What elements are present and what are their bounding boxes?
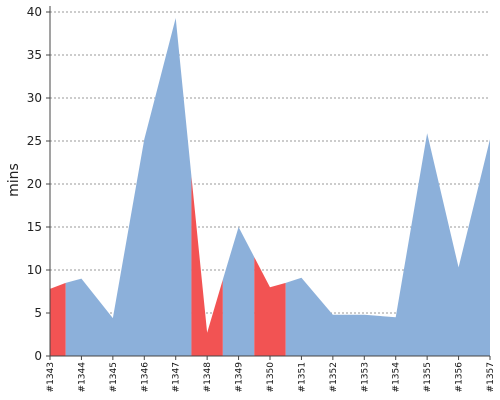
x-tick-label: #1345 [109, 362, 119, 392]
area-series [50, 18, 490, 357]
y-tick-label-15: 15 [27, 220, 42, 234]
y-tick-label-25: 25 [27, 134, 42, 148]
area-segment-failed-0 [50, 282, 66, 356]
x-tick-label: #1343 [46, 362, 56, 392]
x-tick-label: #1356 [455, 362, 465, 393]
y-tick-label-30: 30 [27, 91, 42, 105]
x-tick-label: #1348 [203, 362, 213, 393]
area-segment-normal-3 [222, 227, 255, 356]
x-tick-label: #1350 [266, 362, 276, 393]
y-tick-label-0: 0 [34, 349, 42, 363]
x-tick-label: #1344 [77, 362, 87, 393]
x-tick-label: #1357 [486, 362, 496, 392]
x-tick-label: #1352 [329, 362, 339, 392]
y-axis-title: mins [6, 163, 22, 197]
area-segment-normal-5 [285, 133, 490, 356]
x-tick-label: #1349 [235, 362, 245, 393]
x-tick-label: #1354 [392, 362, 402, 393]
y-tick-label-10: 10 [27, 263, 42, 277]
x-tick-labels: #1343 #1344 #1345 #1346 #1347 #1348 #1349 #1350… [46, 356, 496, 392]
area-segment-failed-4 [254, 257, 286, 356]
x-tick-label: #1346 [140, 362, 150, 393]
x-tick-label: #1347 [172, 362, 182, 392]
y-tick-label-5: 5 [34, 306, 42, 320]
x-tick-label: #1351 [297, 362, 307, 392]
area-segment-normal-1 [65, 18, 192, 357]
y-tick-label-20: 20 [27, 177, 42, 191]
x-tick-label: #1355 [423, 362, 433, 392]
x-tick-label: #1353 [360, 362, 370, 392]
y-tick-label-35: 35 [27, 48, 42, 62]
y-tick-label-40: 40 [27, 5, 42, 19]
area-segment-failed-2 [191, 176, 223, 356]
y-tick-labels: 0 5 10 15 20 25 30 35 40 [27, 5, 50, 363]
